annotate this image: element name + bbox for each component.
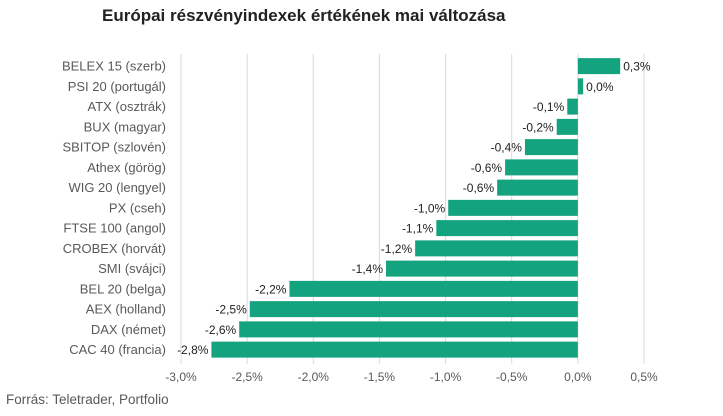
x-tick-label: -0,5%	[496, 370, 528, 384]
bar	[556, 118, 578, 135]
x-tick-label: -2,0%	[298, 370, 330, 384]
bar	[249, 301, 578, 318]
category-label: BELEX 15 (szerb)	[62, 59, 166, 74]
category-label: CROBEX (horvát)	[63, 241, 166, 256]
category-label: BUX (magyar)	[84, 119, 166, 134]
category-label: ATX (osztrák)	[88, 99, 167, 114]
value-label: -0,4%	[491, 141, 523, 155]
x-tick-label: -3,0%	[165, 370, 197, 384]
bar	[567, 98, 578, 115]
value-label: -1,0%	[414, 201, 446, 215]
value-label: -0,2%	[522, 120, 554, 134]
x-tick-label: -2,5%	[231, 370, 263, 384]
bar	[497, 179, 578, 196]
category-label: FTSE 100 (angol)	[63, 221, 166, 236]
bars	[211, 58, 621, 358]
x-tick-label: 0,0%	[564, 370, 592, 384]
bar	[505, 159, 578, 176]
value-label: -2,5%	[215, 303, 247, 317]
bar	[211, 341, 578, 358]
bar	[577, 78, 584, 95]
category-label: AEX (holland)	[86, 302, 166, 317]
bar	[415, 240, 578, 257]
bar	[239, 321, 578, 338]
category-label: CAC 40 (francia)	[69, 342, 166, 357]
value-label: 0,0%	[586, 80, 614, 94]
category-label: WIG 20 (lengyel)	[68, 180, 166, 195]
bar	[436, 220, 578, 237]
x-tick-label: 0,5%	[630, 370, 658, 384]
labels: -3,0% -2,5% -2,0% -1,5% -1,0% -0,5% 0,0% 0,5% BE…	[62, 59, 658, 384]
value-label: -0,6%	[471, 161, 503, 175]
bar	[577, 58, 621, 75]
chart-title: Európai részvényindexek értékének mai vá…	[102, 6, 506, 25]
bar	[524, 139, 578, 156]
value-label: -0,6%	[463, 181, 495, 195]
category-label: PX (cseh)	[109, 200, 166, 215]
bar	[289, 280, 578, 297]
category-label: DAX (német)	[91, 322, 166, 337]
value-label: -0,1%	[533, 100, 565, 114]
bar	[448, 199, 578, 216]
bar	[386, 260, 578, 277]
value-label: -2,2%	[255, 282, 287, 296]
x-tick-label: -1,5%	[364, 370, 396, 384]
value-label: 0,3%	[623, 60, 651, 74]
category-label: SMI (svájci)	[98, 261, 166, 276]
category-label: BEL 20 (belga)	[80, 281, 166, 296]
category-label: PSI 20 (portugál)	[68, 79, 166, 94]
value-label: -1,2%	[381, 242, 413, 256]
value-label: -1,4%	[352, 262, 384, 276]
category-label: Athex (görög)	[87, 160, 166, 175]
value-label: -2,8%	[177, 343, 209, 357]
value-label: -1,1%	[402, 222, 434, 236]
category-label: SBITOP (szlovén)	[62, 140, 166, 155]
value-label: -2,6%	[205, 323, 237, 337]
source-note: Forrás: Teletrader, Portfolio	[6, 392, 169, 407]
x-tick-label: -1,0%	[430, 370, 462, 384]
